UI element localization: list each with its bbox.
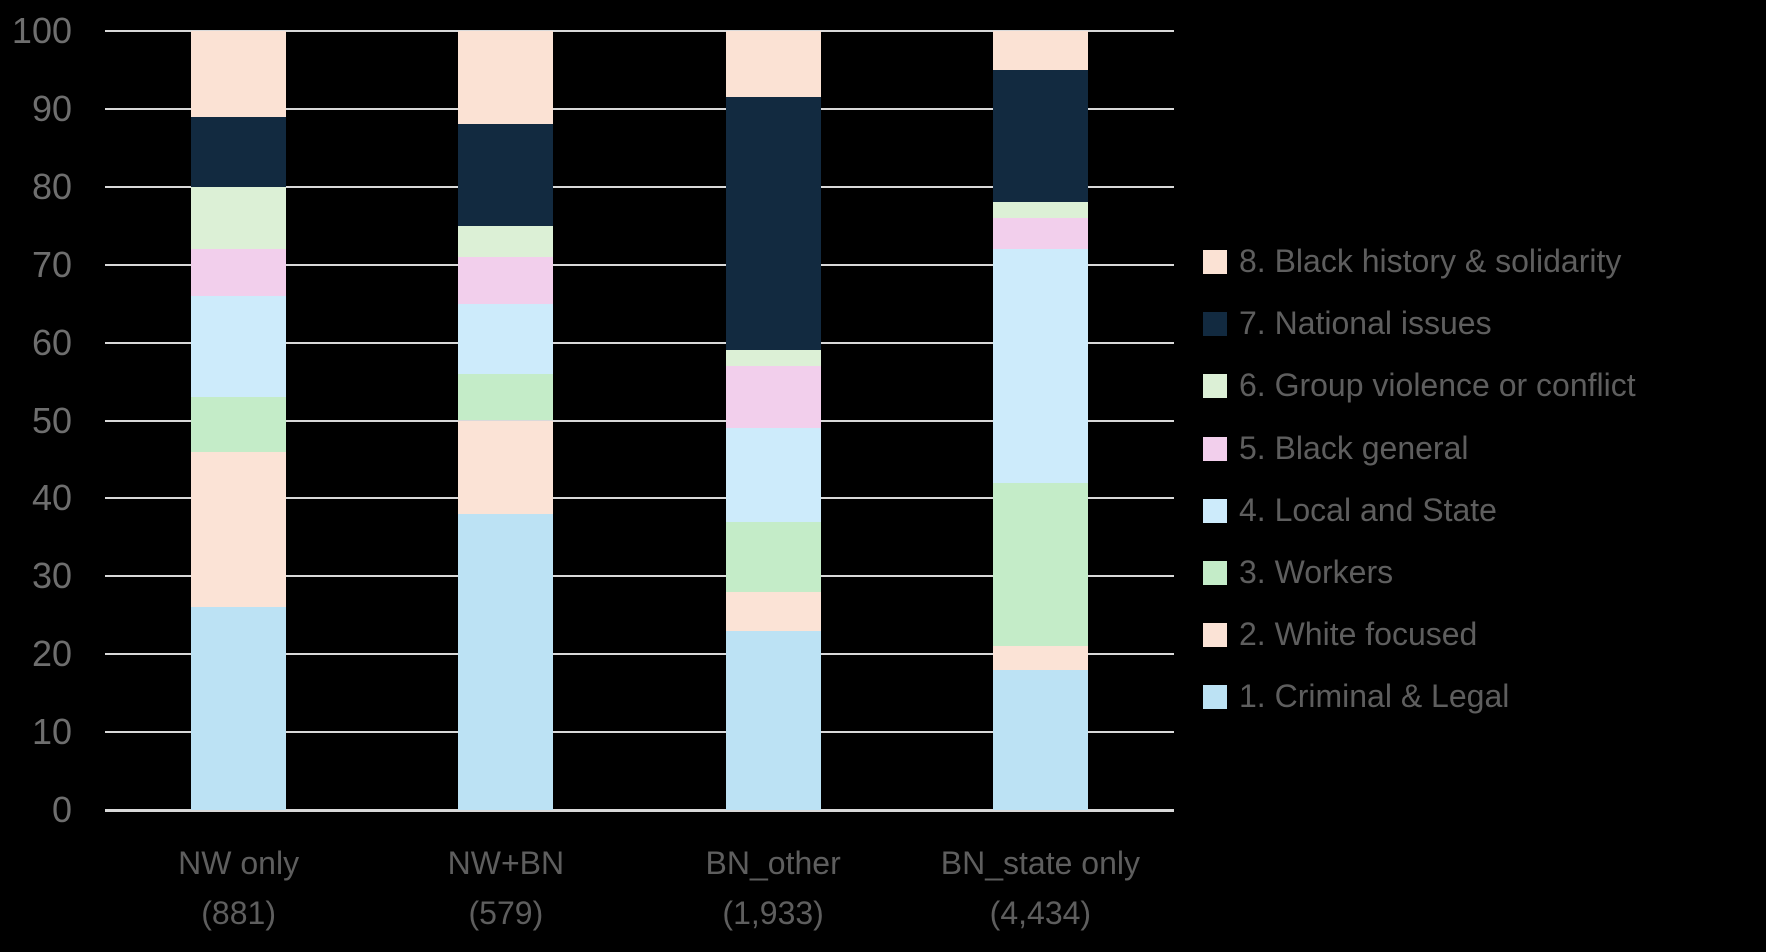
bar-column-1	[191, 31, 287, 810]
bar-segment-cat3-series6	[725, 350, 821, 366]
legend-swatch-7	[1203, 311, 1227, 336]
x-axis-label-name-3: BN_other	[705, 845, 841, 881]
gridline-70	[105, 263, 1174, 266]
bar-segment-cat2-series2	[458, 420, 554, 514]
bar-column-3	[725, 31, 821, 810]
legend-item-4: 4. Local and State	[1203, 492, 1497, 529]
legend-item-1: 1. Criminal & Legal	[1203, 678, 1509, 715]
gridline-50	[105, 419, 1174, 422]
bar-segment-cat3-series5	[725, 365, 821, 429]
bar-segment-cat2-series7	[458, 124, 554, 226]
legend-label-7: 7. National issues	[1239, 305, 1492, 341]
legend-swatch-8	[1203, 249, 1227, 274]
bar-segment-cat2-series6	[458, 225, 554, 257]
y-tick-label-40: 40	[31, 477, 72, 519]
x-axis-label-1: NW only (881)	[105, 838, 372, 938]
legend-item-3: 3. Workers	[1203, 554, 1393, 591]
legend-label-1: 1. Criminal & Legal	[1239, 678, 1510, 714]
gridline-90	[105, 107, 1174, 110]
x-axis-label-name-2: NW+BN	[447, 845, 565, 881]
bar-segment-cat4-series7	[992, 69, 1088, 203]
y-tick-label-10: 10	[31, 711, 72, 753]
legend-label-2: 2. White focused	[1239, 616, 1478, 652]
gridline-40	[105, 497, 1174, 500]
legend-swatch-6	[1203, 373, 1227, 398]
gridline-60	[105, 341, 1174, 344]
gridline-20	[105, 653, 1174, 656]
y-tick-label-50: 50	[31, 399, 72, 441]
bar-segment-cat2-series4	[458, 303, 554, 374]
bar-segment-cat4-series1	[992, 669, 1088, 810]
bar-segment-cat2-series8	[458, 31, 554, 125]
legend-swatch-4	[1203, 498, 1227, 523]
legend-swatch-5	[1203, 436, 1227, 461]
x-axis-label-2: NW+BN (579)	[372, 838, 639, 938]
legend-label-5: 5. Black general	[1239, 430, 1469, 466]
legend-item-2: 2. White focused	[1203, 616, 1477, 653]
bar-segment-cat1-series4	[191, 295, 287, 398]
x-axis-label-count-2: (579)	[468, 895, 544, 931]
y-tick-label-20: 20	[31, 633, 72, 675]
y-tick-label-100: 100	[11, 10, 72, 51]
bar-segment-cat4-series2	[992, 646, 1088, 670]
y-tick-label-30: 30	[31, 555, 72, 597]
bar-segment-cat3-series4	[725, 428, 821, 522]
bar-segment-cat1-series3	[191, 397, 287, 452]
legend-swatch-3	[1203, 560, 1227, 585]
legend-label-4: 4. Local and State	[1239, 492, 1497, 528]
x-axis-label-name-1: NW only	[178, 845, 300, 881]
bar-segment-cat2-series5	[458, 256, 554, 304]
bar-segment-cat4-series6	[992, 202, 1088, 218]
legend-label-6: 6. Group violence or conflict	[1239, 367, 1636, 403]
x-axis-label-name-4: BN_state only	[940, 845, 1140, 881]
bar-segment-cat2-series1	[458, 513, 554, 810]
bar-segment-cat3-series8	[725, 31, 821, 98]
bar-segment-cat3-series1	[725, 630, 821, 810]
legend-item-6: 6. Group violence or conflict	[1203, 367, 1636, 404]
bar-segment-cat2-series3	[458, 373, 554, 421]
x-axis-label-3: BN_other (1,933)	[640, 838, 907, 938]
bar-segment-cat3-series3	[725, 521, 821, 592]
y-tick-label-60: 60	[31, 321, 72, 363]
legend-item-5: 5. Black general	[1203, 430, 1468, 467]
bar-segment-cat4-series8	[992, 31, 1088, 70]
y-tick-label-0: 0	[51, 789, 72, 830]
legend-label-8: 8. Black history & solidarity	[1239, 243, 1622, 279]
y-tick-label-90: 90	[31, 87, 72, 129]
bar-segment-cat1-series1	[191, 607, 287, 810]
legend-item-8: 8. Black history & solidarity	[1203, 243, 1621, 280]
x-axis-label-count-3: (1,933)	[722, 895, 824, 931]
bar-column-4	[992, 31, 1088, 810]
gridline-0	[105, 809, 1174, 812]
bar-segment-cat4-series5	[992, 217, 1088, 250]
bar-column-2	[458, 31, 554, 810]
gridline-80	[105, 185, 1174, 188]
x-axis-label-count-4: (4,434)	[989, 895, 1092, 931]
legend-swatch-1	[1203, 684, 1227, 709]
y-tick-label-70: 70	[31, 243, 72, 285]
bar-segment-cat1-series8	[191, 31, 287, 117]
legend-item-7: 7. National issues	[1203, 305, 1492, 342]
gridline-100	[105, 30, 1174, 32]
bar-segment-cat4-series3	[992, 482, 1088, 647]
y-tick-label-80: 80	[31, 165, 72, 207]
bar-segment-cat3-series7	[725, 97, 821, 351]
bar-segment-cat1-series6	[191, 186, 287, 250]
bar-segment-cat3-series2	[725, 591, 821, 631]
bar-segment-cat1-series2	[191, 451, 287, 608]
x-axis-label-4: BN_state only (4,434)	[907, 838, 1174, 938]
legend-label-3: 3. Workers	[1239, 554, 1394, 590]
gridline-10	[105, 731, 1174, 734]
bar-segment-cat4-series4	[992, 249, 1088, 483]
gridline-30	[105, 575, 1174, 578]
x-axis-label-count-1: (881)	[201, 895, 276, 931]
bar-segment-cat1-series5	[191, 249, 287, 296]
legend-swatch-2	[1203, 622, 1227, 647]
bar-segment-cat1-series7	[191, 116, 287, 187]
